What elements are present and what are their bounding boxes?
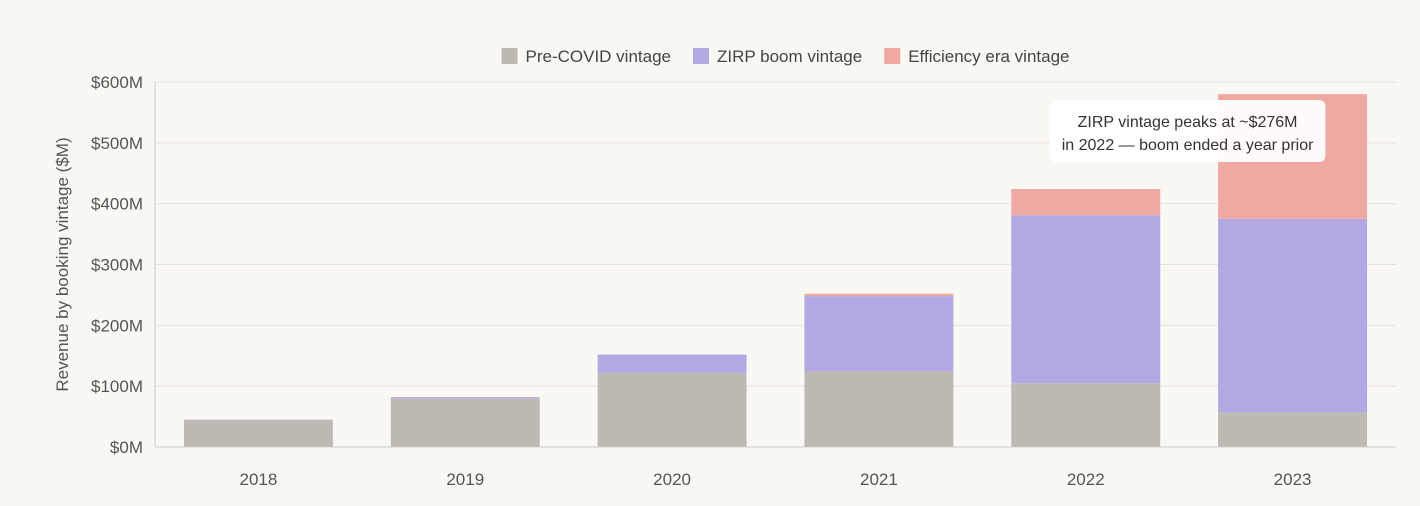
legend: Pre-COVID vintage ZIRP boom vintage Effici… (501, 47, 1070, 66)
bar-zirp-boom-vintage-2023 (1218, 218, 1368, 413)
annotation-line-2: in 2022 — boom ended a year prior (1062, 137, 1314, 154)
legend-label: ZIRP boom vintage (717, 47, 862, 66)
y-tick-label: $200M (91, 316, 143, 335)
bar-pre-covid-vintage-2020 (597, 372, 747, 447)
legend-swatch (501, 48, 518, 64)
bar-efficiency-era-vintage-2022 (1011, 189, 1161, 216)
legend-swatch (884, 48, 901, 64)
y-tick-label: $100M (91, 377, 143, 396)
y-tick-label: $400M (91, 195, 143, 214)
legend-label: Efficiency era vintage (908, 47, 1069, 66)
x-tick-label: 2020 (653, 470, 691, 489)
x-tick-label: 2019 (446, 470, 484, 489)
y-tick-label: $300M (91, 256, 143, 275)
x-tick-label: 2018 (240, 470, 278, 489)
annotation-line-1: ZIRP vintage peaks at ~$276M (1078, 114, 1298, 131)
bar-pre-covid-vintage-2023 (1218, 412, 1368, 447)
y-tick-label: $500M (91, 134, 143, 153)
bar-zirp-boom-vintage-2021 (804, 296, 954, 371)
y-tick-label: $0M (110, 438, 143, 457)
y-axis-label: Revenue by booking vintage ($M) (53, 137, 72, 391)
bar-pre-covid-vintage-2018 (183, 419, 333, 447)
x-tick-label: 2021 (860, 470, 898, 489)
bar-pre-covid-vintage-2022 (1011, 383, 1161, 447)
bar-zirp-boom-vintage-2022 (1011, 215, 1161, 384)
legend-swatch (693, 48, 709, 64)
bar-pre-covid-vintage-2019 (390, 398, 540, 447)
bar-pre-covid-vintage-2021 (804, 370, 954, 447)
bar-zirp-boom-vintage-2019 (390, 397, 540, 399)
axes: $0M $100M $200M $300M $400M $500M $600M 2018 201… (91, 73, 1396, 489)
grid-lines (155, 81, 1396, 387)
bar-efficiency-era-vintage-2021 (804, 293, 954, 297)
y-tick-label: $600M (91, 73, 143, 92)
legend-label: Pre-COVID vintage (526, 47, 672, 66)
x-tick-label: 2022 (1067, 470, 1105, 489)
bar-zirp-boom-vintage-2020 (597, 354, 747, 373)
annotation-box (1049, 100, 1326, 162)
x-tick-label: 2023 (1274, 470, 1312, 489)
annotation: ZIRP vintage peaks at ~$276M in 2022 — b… (1049, 100, 1326, 162)
